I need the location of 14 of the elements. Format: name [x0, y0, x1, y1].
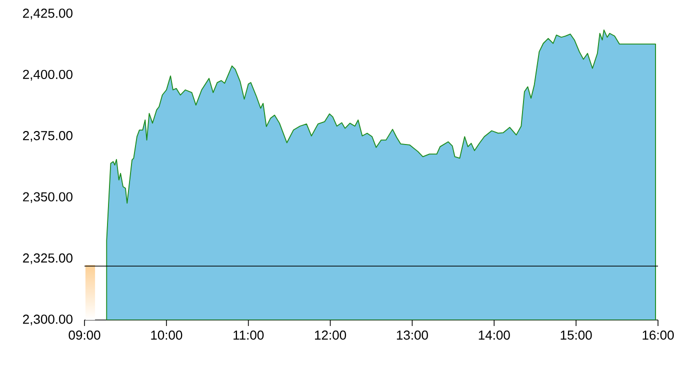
y-tick-label: 2,425.00 — [23, 8, 72, 20]
y-tick-label: 2,325.00 — [23, 253, 72, 264]
y-tick-label: 2,350.00 — [23, 192, 72, 203]
x-tick-label: 10:00 — [151, 330, 182, 340]
y-tick-label: 2,400.00 — [23, 70, 72, 81]
x-tick-label: 16:00 — [642, 330, 674, 340]
x-tick-label: 11:00 — [234, 330, 264, 340]
x-tick-label: 09:00 — [68, 330, 100, 340]
x-tick-label: 13:00 — [396, 330, 428, 340]
x-tick-label: 15:00 — [560, 330, 592, 340]
x-tick-label: 12:00 — [315, 330, 346, 340]
x-tick-label: 14:00 — [478, 330, 510, 340]
y-tick-label: 2,300.00 — [23, 314, 72, 326]
y-tick-label: 2,375.00 — [23, 131, 72, 142]
